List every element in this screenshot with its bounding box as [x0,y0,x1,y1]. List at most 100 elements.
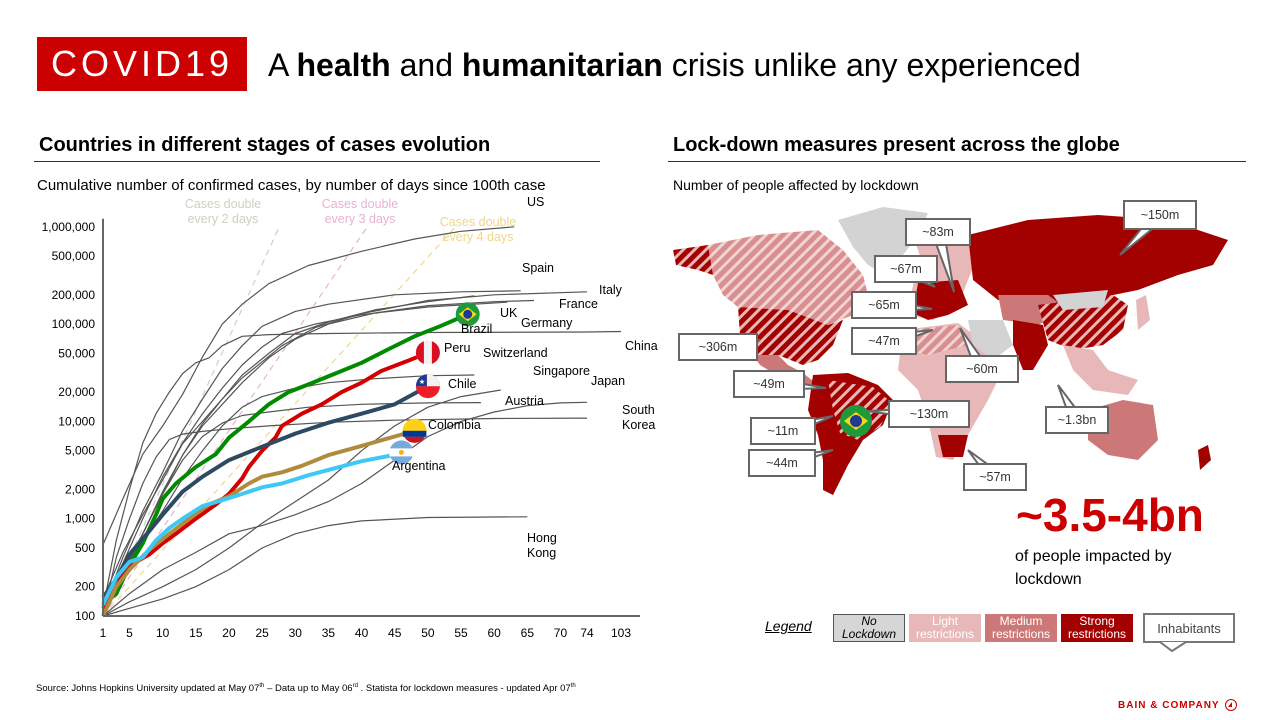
region-usa [738,307,843,365]
y-tick-label: 500 [75,541,95,555]
flag-brazil-icon [455,302,480,327]
series-label-peru: Peru [444,341,470,355]
y-tick-label: 20,000 [58,385,95,399]
y-tick-label: 200,000 [52,288,96,302]
callout-india: ~1.3bn [1045,406,1109,434]
flag-colombia-icon [402,418,427,443]
region-japan [1136,295,1150,330]
reference-label-3-days: Cases double every 3 days [322,197,398,226]
legend-inhabitants: Inhabitants [1143,613,1235,643]
covid19-tag: COVID19 [37,37,247,91]
series-label-brazil: Brazil [461,322,492,336]
series-line-argentina [101,450,402,606]
series-line-hong-kong [102,516,528,617]
callout-colombia: ~49m [733,370,805,398]
series-label-singapore: Singapore [533,364,590,378]
legend-light-restrictions: Light restrictions [909,614,981,642]
x-tick-label: 45 [388,626,402,640]
series-line-japan [102,401,588,617]
series-label-spain: Spain [522,261,554,275]
x-tick-label: 103 [611,626,631,640]
callout-brazil: ~130m [888,400,970,428]
headline-bold-health: health [296,47,391,83]
x-tick-label: 74 [580,626,594,640]
y-tick-label: 100 [75,609,95,623]
x-tick-label: 60 [487,626,501,640]
series-label-hong-kong: Hong Kong [527,531,557,560]
series-label-italy: Italy [599,283,623,297]
series-label-colombia: Colombia [428,418,481,432]
source-sup: rd [352,683,358,689]
big-number-caption: of people impacted by lockdown [1015,548,1172,588]
x-tick-label: 50 [421,626,435,640]
x-tick-label: 20 [222,626,236,640]
headline-text: A [268,47,297,83]
brand-logo-icon [1224,699,1237,711]
series-line-peru [101,350,429,610]
callout-italy: ~60m [945,355,1019,383]
right-divider [668,161,1246,162]
x-tick-label: 65 [521,626,535,640]
callout-argentina: ~44m [748,449,816,477]
y-tick-label: 100,000 [52,317,96,331]
legend-inhabitants-pointer [1159,641,1187,653]
region-india [1013,320,1048,370]
flag-peru-icon [415,340,440,365]
x-tick-label: 10 [156,626,170,640]
legend-no-lockdown: No Lockdown [833,614,905,642]
x-tick-label: 55 [454,626,468,640]
callout-uk: ~67m [874,255,938,283]
x-tick-label: 30 [289,626,303,640]
region-alaska [673,245,713,275]
series-line-chile [101,384,429,599]
series-lines [101,226,622,617]
flag-argentina-icon [389,440,414,465]
source-sup: th [570,683,576,689]
x-tick-label: 15 [189,626,203,640]
y-tick-label: 2,000 [65,482,95,496]
series-line-china [102,330,622,609]
flags: ★ [389,302,480,465]
y-tick-label: 50,000 [58,346,95,360]
x-tick-label: 5 [126,626,133,640]
callout-germany: ~83m [905,218,971,246]
callout-south-africa: ~57m [963,463,1027,491]
callout-france: ~65m [851,291,917,319]
brand-logo: BAIN & COMPANY [1118,699,1237,711]
reference-lines: Cases double every 2 days Cases double ever… [102,197,516,617]
x-tick-label: 40 [355,626,369,640]
series-label-germany: Germany [521,316,573,330]
series-label-south-korea: South Korea [622,403,655,432]
headline-bold-humanitarian: humanitarian [461,47,663,83]
callout-russia: ~150m [1123,200,1197,230]
map-subtitle: Number of people affected by lockdown [673,177,919,193]
y-tick-label: 200 [75,580,95,594]
series-line-spain [102,290,521,609]
headline-text: crisis unlike any experienced [662,47,1081,83]
series-line-austria [102,402,481,617]
callout-bolivia: ~11m [750,417,816,445]
y-tick-label: 500,000 [52,249,96,263]
series-label-switzerland: Switzerland [483,346,548,360]
y-tick-label: 5,000 [65,444,95,458]
region-china [1038,295,1128,350]
legend-medium-restrictions: Medium restrictions [985,614,1057,642]
source-text: – Data up to May 06 [264,683,353,695]
region-mongolia [1053,290,1108,310]
x-tick-label: 70 [554,626,568,640]
series-label-uk: UK [500,306,518,320]
left-section-title: Countries in different stages of cases e… [39,134,491,156]
region-canada [708,230,868,325]
region-se-asia [1063,345,1138,395]
x-tick-label: 25 [255,626,269,640]
region-south-africa [938,435,968,457]
x-tick-label: 1 [100,626,107,640]
series-label-us: US [527,195,544,209]
x-tick-label: 35 [322,626,336,640]
chart-subtitle: Cumulative number of confirmed cases, by… [37,177,546,194]
y-tick-label: 1,000,000 [42,220,96,234]
source-sup: th [259,683,265,689]
reference-label-4-days: Cases double every 4 days [440,215,516,244]
legend-label: Legend [765,618,812,634]
